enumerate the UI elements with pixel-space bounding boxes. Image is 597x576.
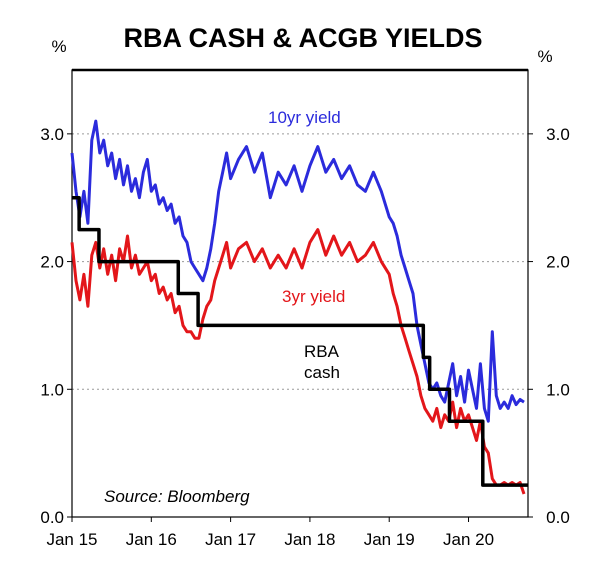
x-axis: Jan 15 Jan 16 Jan 17 Jan 18 Jan 19 Jan 20 [46,517,494,549]
label-rba-cash-line2: cash [304,363,340,382]
left-tick-label: 2.0 [40,253,64,272]
label-rba-cash: RBA cash [304,342,343,382]
series-layer [70,119,528,495]
left-tick-label: 3.0 [40,125,64,144]
label-10yr-yield: 10yr yield [268,108,341,127]
series-line-rba-cash [72,195,528,487]
x-tick-label: Jan 19 [364,530,415,549]
chart-title: RBA CASH & ACGB YIELDS [123,23,482,53]
x-tick-label: Jan 18 [284,530,335,549]
series-line-3yr-yield [70,228,526,495]
x-tick-label: Jan 20 [443,530,494,549]
x-tick-label: Jan 15 [46,530,97,549]
right-tick-label: 0.0 [546,508,570,527]
series-line-10yr-yield [70,119,525,423]
x-tick-label: Jan 16 [126,530,177,549]
left-tick-label: 1.0 [40,380,64,399]
left-tick-label: 0.0 [40,508,64,527]
right-unit-label: % [537,47,552,66]
x-tick-label: Jan 17 [205,530,256,549]
right-y-axis: 0.0 1.0 2.0 3.0 [528,125,570,527]
label-3yr-yield: 3yr yield [282,287,345,306]
right-tick-label: 3.0 [546,125,570,144]
left-unit-label: % [51,37,66,56]
right-tick-label: 2.0 [546,253,570,272]
left-y-axis: 0.0 1.0 2.0 3.0 [40,125,72,527]
right-tick-label: 1.0 [546,380,570,399]
label-rba-cash-line1: RBA [304,342,340,361]
source-note: Source: Bloomberg [104,487,250,506]
